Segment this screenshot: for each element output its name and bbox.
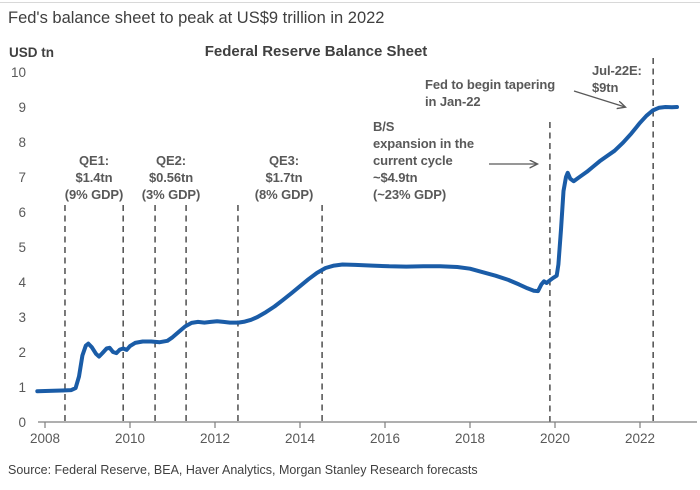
annotation-line: (8% GDP) (254, 187, 314, 202)
annotation-line: B/S (373, 119, 395, 134)
x-tick-label: 2008 (30, 431, 60, 446)
y-tick-label: 6 (18, 205, 26, 220)
annotation-line: (9% GDP) (64, 187, 124, 202)
y-tick-label: 4 (18, 275, 26, 290)
annotation-line: $0.56tn (148, 170, 194, 185)
annotation-qe2: QE2: $0.56tn (3% GDP) (141, 152, 201, 203)
x-tick-label: 2012 (200, 431, 230, 446)
y-tick-label: 3 (18, 310, 26, 325)
chart-title: Federal Reserve Balance Sheet (204, 43, 428, 60)
y-tick-label: 1 (18, 380, 26, 395)
x-tick-label: 2010 (115, 431, 145, 446)
annotation-line: Fed to begin tapering (425, 77, 556, 92)
x-tick-label: 2020 (540, 431, 570, 446)
tapering-arrow (573, 90, 625, 107)
annotation-line: expansion in the (373, 136, 474, 151)
y-tick-label: 9 (18, 100, 26, 115)
y-tick-label: 2 (18, 345, 26, 360)
annotation-qe3: QE3: $1.7tn (8% GDP) (254, 152, 314, 203)
x-tick-label: 2016 (370, 431, 400, 446)
top-divider (0, 2, 700, 3)
y-tick-label: 7 (18, 170, 26, 185)
y-tick-label: 10 (11, 65, 26, 80)
annotation-line: current cycle (373, 153, 453, 168)
annotation-line: in Jan-22 (425, 94, 481, 109)
source-note: Source: Federal Reserve, BEA, Haver Anal… (8, 463, 478, 477)
x-tick-label: 2018 (455, 431, 485, 446)
annotation-qe1: QE1: $1.4tn (9% GDP) (64, 152, 124, 203)
annotation-tapering: Fed to begin tapering in Jan-22 (425, 76, 555, 110)
annotation-line: $1.7tn (265, 170, 303, 185)
annotation-line: $9tn (592, 80, 619, 95)
annotation-line: (3% GDP) (141, 187, 201, 202)
x-tick-label: 2014 (285, 431, 316, 446)
annotation-jul22-forecast: Jul-22E: $9tn (592, 62, 642, 96)
annotation-line: Jul-22E: (592, 63, 642, 78)
balance-sheet-line (35, 105, 679, 394)
y-tick-label: 5 (18, 240, 26, 255)
y-axis-unit-label: USD tn (9, 45, 54, 60)
page-title: Fed's balance sheet to peak at US$9 tril… (8, 9, 385, 27)
annotation-line: QE2: (156, 153, 186, 168)
annotation-line: (~23% GDP) (373, 187, 447, 202)
annotation-line: QE1: (79, 153, 109, 168)
annotation-line: $1.4tn (75, 170, 113, 185)
annotation-bs-expansion: B/S expansion in the current cycle ~$4.9… (373, 118, 474, 203)
x-tick-label: 2022 (625, 431, 655, 446)
annotation-line: QE3: (269, 153, 299, 168)
y-tick-label: 8 (18, 135, 26, 150)
annotation-line: ~$4.9tn (373, 170, 418, 185)
y-tick-label: 0 (18, 415, 26, 430)
